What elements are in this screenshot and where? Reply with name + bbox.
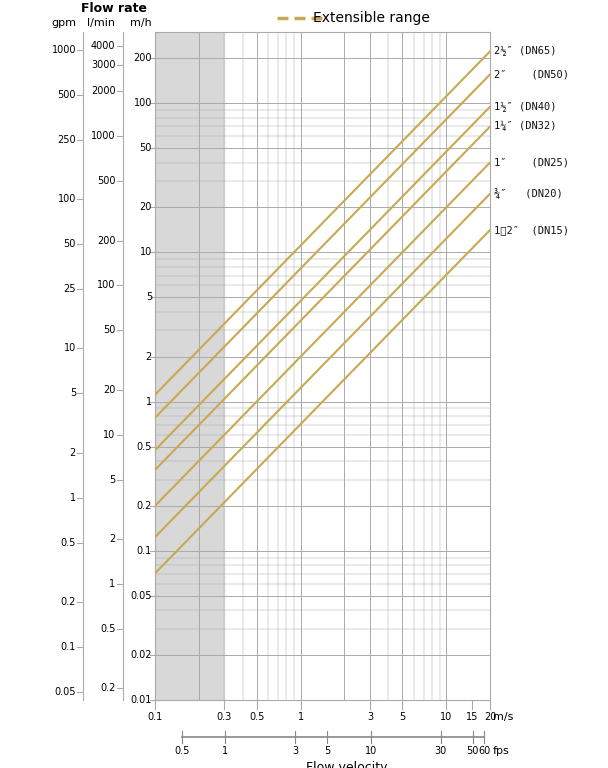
Text: 1″    (DN25): 1″ (DN25) [494, 157, 569, 167]
Text: 5: 5 [109, 475, 116, 485]
Text: 2: 2 [146, 352, 152, 362]
Text: 60: 60 [478, 746, 491, 756]
Text: 500: 500 [58, 90, 76, 100]
Text: 0.5: 0.5 [100, 624, 116, 634]
Text: 0.1: 0.1 [147, 711, 162, 721]
Text: 5: 5 [399, 711, 406, 721]
Bar [155, 32, 224, 700]
Text: 0.1: 0.1 [137, 546, 152, 556]
Text: 50: 50 [466, 746, 479, 756]
Text: 2½″ (DN65): 2½″ (DN65) [494, 46, 557, 56]
Text: m/h: m/h [130, 18, 152, 28]
Text: 0.5: 0.5 [137, 442, 152, 452]
Text: 250: 250 [57, 135, 76, 145]
Text: 10: 10 [140, 247, 152, 257]
Text: 20: 20 [484, 711, 496, 721]
Text: 50: 50 [64, 239, 76, 249]
Text: 1⁄2″  (DN15): 1⁄2″ (DN15) [494, 225, 569, 235]
Text: 0.02: 0.02 [131, 650, 152, 660]
Text: 5: 5 [70, 389, 76, 399]
Text: 0.5: 0.5 [61, 538, 76, 548]
Text: 2: 2 [70, 448, 76, 458]
Text: 25: 25 [63, 284, 76, 294]
Text: 500: 500 [97, 176, 116, 186]
Text: 1: 1 [70, 492, 76, 502]
Text: 100: 100 [58, 194, 76, 204]
Text: 10: 10 [64, 343, 76, 353]
Text: 50: 50 [103, 326, 116, 336]
Text: 0.2: 0.2 [137, 501, 152, 511]
Text: 0.2: 0.2 [61, 597, 76, 607]
Text: 0.05: 0.05 [131, 591, 152, 601]
Text: fps: fps [493, 746, 510, 756]
Text: 0.2: 0.2 [100, 684, 116, 694]
Text: 200: 200 [134, 53, 152, 63]
Text: 1½″ (DN40): 1½″ (DN40) [494, 102, 557, 112]
Text: 15: 15 [466, 711, 478, 721]
Text: 0.1: 0.1 [61, 642, 76, 652]
Text: 10: 10 [103, 429, 116, 440]
Text: 1: 1 [146, 396, 152, 406]
Text: 0.3: 0.3 [217, 711, 232, 721]
Text: 0.5: 0.5 [174, 746, 189, 756]
Text: 1000: 1000 [52, 45, 76, 55]
Text: 20: 20 [140, 203, 152, 213]
Text: l/min: l/min [88, 18, 116, 28]
Text: 100: 100 [97, 280, 116, 290]
Text: ¾″   (DN20): ¾″ (DN20) [494, 188, 563, 199]
Text: 3: 3 [292, 746, 298, 756]
Text: 0.5: 0.5 [249, 711, 264, 721]
Text: 50: 50 [140, 143, 152, 153]
Text: 3000: 3000 [91, 60, 116, 70]
Text: 10: 10 [440, 711, 452, 721]
Text: 2: 2 [109, 534, 116, 544]
Text: 2000: 2000 [91, 86, 116, 96]
Text: 5: 5 [146, 293, 152, 303]
Text: m/s: m/s [493, 711, 513, 721]
Text: 5: 5 [324, 746, 330, 756]
Text: 1: 1 [297, 711, 303, 721]
Text: 0.01: 0.01 [131, 695, 152, 705]
Text: 4000: 4000 [91, 41, 116, 51]
Text: 1000: 1000 [91, 131, 116, 141]
Text: 1: 1 [109, 579, 116, 589]
Text: 2″    (DN50): 2″ (DN50) [494, 69, 569, 79]
Text: 30: 30 [434, 746, 447, 756]
Text: Flow velocity: Flow velocity [306, 761, 387, 768]
Text: Flow rate: Flow rate [81, 2, 147, 15]
Text: 10: 10 [365, 746, 377, 756]
Text: 20: 20 [103, 385, 116, 395]
Text: gpm: gpm [51, 18, 76, 28]
Text: 1: 1 [223, 746, 229, 756]
Text: Extensible range: Extensible range [313, 12, 430, 25]
Text: 1¼″ (DN32): 1¼″ (DN32) [494, 121, 557, 131]
Text: 0.05: 0.05 [55, 687, 76, 697]
Text: 100: 100 [134, 98, 152, 108]
Text: 200: 200 [97, 236, 116, 246]
Text: 3: 3 [367, 711, 373, 721]
